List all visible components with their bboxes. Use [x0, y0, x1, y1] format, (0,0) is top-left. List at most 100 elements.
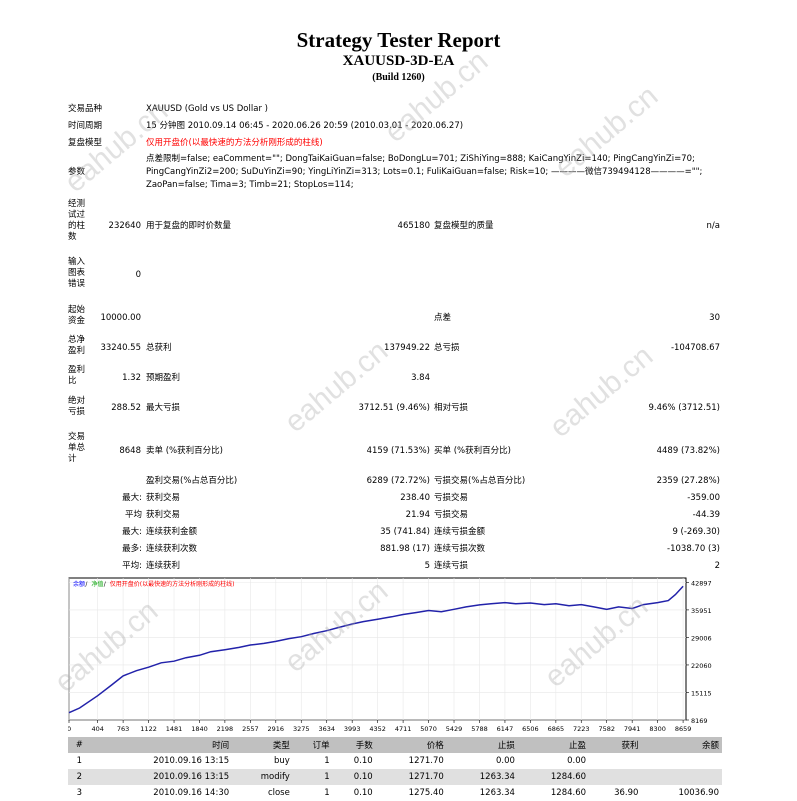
table-cell: 0.00 [567, 756, 587, 766]
loss-trades-value: 2359 (27.28%) [656, 476, 720, 486]
avg2-prefix: 平均: [122, 561, 142, 571]
table-cell [589, 769, 642, 785]
table-row: 2 2010.09.16 13:15 modify 1 0.10 1271.70 1263.… [68, 769, 722, 785]
largest-prefix: 最大: [122, 493, 142, 503]
x-tick-label: 7941 [624, 725, 641, 733]
gross-profit-value: 137949.22 [384, 343, 430, 353]
deposit-label: 起始资金 [68, 305, 86, 326]
deposit-value: 10000.00 [100, 313, 141, 323]
legend-item: 余额 [73, 580, 85, 588]
report-subtitle: XAUUSD-3D-EA [342, 53, 455, 69]
table-cell: 1284.60 [550, 788, 587, 798]
table-cell: 1275.40 [408, 788, 444, 798]
column-header: 手数 [332, 737, 376, 753]
x-tick-label: 6147 [497, 725, 514, 733]
table-cell: 2010.09.16 14:30 [153, 788, 230, 798]
trades-table: # 时间 类型 订单 手数 价格 止损 止盈 获利 余额 1 2010.09.16 13:15 buy… [68, 737, 722, 801]
average-prefix: 平均 [124, 510, 142, 520]
max-prefix: 最大: [122, 527, 142, 537]
x-tick-label: 8659 [675, 725, 692, 733]
params-line-2: PingCangYinZi2=200; SuDuYinZi=90; YingLi… [146, 167, 703, 177]
table-cell: buy [274, 756, 290, 766]
x-tick-label: 3634 [318, 725, 335, 733]
table-cell [641, 769, 722, 785]
avg-loss-label: 亏损交易 [434, 510, 469, 520]
table-row: 3 2010.09.16 14:30 close 1 0.10 1275.40 1263.3… [68, 785, 722, 801]
long-trades-value: 4489 (73.82%) [656, 446, 720, 456]
x-tick-label: 4352 [369, 725, 386, 733]
report-title: Strategy Tester Report [296, 28, 501, 52]
table-cell: 1 [292, 769, 333, 785]
x-tick-label: 2916 [268, 725, 285, 733]
table-cell: 36.90 [614, 788, 639, 798]
max-consec-wins-value: 35 (741.84) [380, 527, 430, 537]
spread-value: 30 [709, 313, 720, 323]
largest-loss-value: -359.00 [687, 493, 720, 503]
max-drawdown-value: 3712.51 (9.46%) [358, 403, 431, 413]
x-tick-label: 1481 [166, 725, 183, 733]
gross-loss-value: -104708.67 [670, 343, 720, 353]
model-value: 仅用开盘价(以最快速的方法分析刚形成的柱线) [146, 138, 323, 148]
x-tick-label: 763 [117, 725, 129, 733]
net-profit-value: 33240.55 [100, 343, 141, 353]
profit-trades-label: 盈利交易(%占总百分比) [146, 476, 238, 486]
x-tick-label: 2198 [217, 725, 234, 733]
table-cell: 0.00 [495, 756, 515, 766]
table-cell: 1263.34 [446, 769, 518, 785]
avg-consec-wins-value: 5 [424, 561, 430, 571]
table-cell: 1271.70 [408, 756, 444, 766]
table-cell: 1 [324, 788, 330, 798]
x-tick-label: 404 [91, 725, 103, 733]
abs-drawdown-label: 绝对亏损 [68, 396, 86, 417]
symbol-label: 交易品种 [68, 104, 103, 114]
x-tick-label: 0 [68, 725, 71, 733]
table-cell: 1 [76, 756, 83, 766]
rel-drawdown-label: 相对亏损 [434, 403, 469, 413]
most-consec-loss-label: 连续亏损次数 [434, 544, 486, 554]
avg-consec-wins-label: 连续获利 [146, 561, 181, 571]
y-tick-label: 8169 [691, 717, 708, 725]
y-tick-label: 15115 [691, 689, 712, 697]
largest-loss-label: 亏损交易 [434, 493, 469, 503]
table-cell: 1 [324, 756, 330, 766]
errors-label: 输入图表错误 [68, 257, 86, 289]
x-tick-label: 5788 [471, 725, 488, 733]
x-tick-label: 2557 [242, 725, 259, 733]
ticks-label: 用于复盘的即时价数量 [146, 221, 232, 231]
most-prefix: 最多: [122, 544, 142, 554]
x-tick-label: 3993 [344, 725, 361, 733]
params-label: 参数 [68, 167, 86, 177]
x-tick-label: 3275 [293, 725, 310, 733]
gross-profit-label: 总获利 [146, 343, 172, 353]
x-tick-label: 5429 [446, 725, 463, 733]
largest-profit-value: 238.40 [400, 493, 430, 503]
x-tick-label: 1840 [191, 725, 208, 733]
table-cell: 2 [68, 769, 91, 785]
short-trades-label: 卖单 (%获利百分比) [146, 446, 223, 456]
table-cell: 2010.09.16 13:15 [90, 769, 233, 785]
column-header: 价格 [375, 737, 447, 753]
params-line-1: 点差限制=false; eaComment=""; DongTaiKaiGuan… [146, 154, 695, 164]
table-cell: 1263.34 [479, 788, 515, 798]
table-cell: 0.10 [332, 769, 376, 785]
column-header: 止损 [446, 737, 518, 753]
period-value: 15 分钟图 2010.09.14 06:45 - 2020.06.26 20:… [146, 121, 464, 131]
quality-value: n/a [706, 221, 720, 231]
short-trades-value: 4159 (71.53%) [366, 446, 430, 456]
largest-profit-label: 获利交易 [146, 493, 181, 503]
x-tick-label: 7223 [573, 725, 590, 733]
total-trades-label: 交易单总计 [68, 432, 86, 464]
net-profit-label: 总净盈利 [68, 335, 86, 356]
total-trades-value: 8648 [119, 446, 141, 456]
table-cell: 0.10 [353, 788, 373, 798]
profit-trades-value: 6289 (72.72%) [366, 476, 430, 486]
bars-value: 232640 [108, 221, 141, 231]
y-tick-label: 29006 [691, 634, 712, 642]
table-cell: 1284.60 [517, 769, 590, 785]
max-consec-losses-label: 连续亏损金额 [434, 527, 486, 537]
column-header: # [68, 737, 91, 753]
ticks-value: 465180 [397, 221, 430, 231]
legend-item: 仅用开盘价(以最快速的方法分析刚形成的柱线) [110, 580, 235, 588]
watermark: eahub.cn [543, 339, 660, 444]
x-tick-label: 4711 [395, 725, 412, 733]
